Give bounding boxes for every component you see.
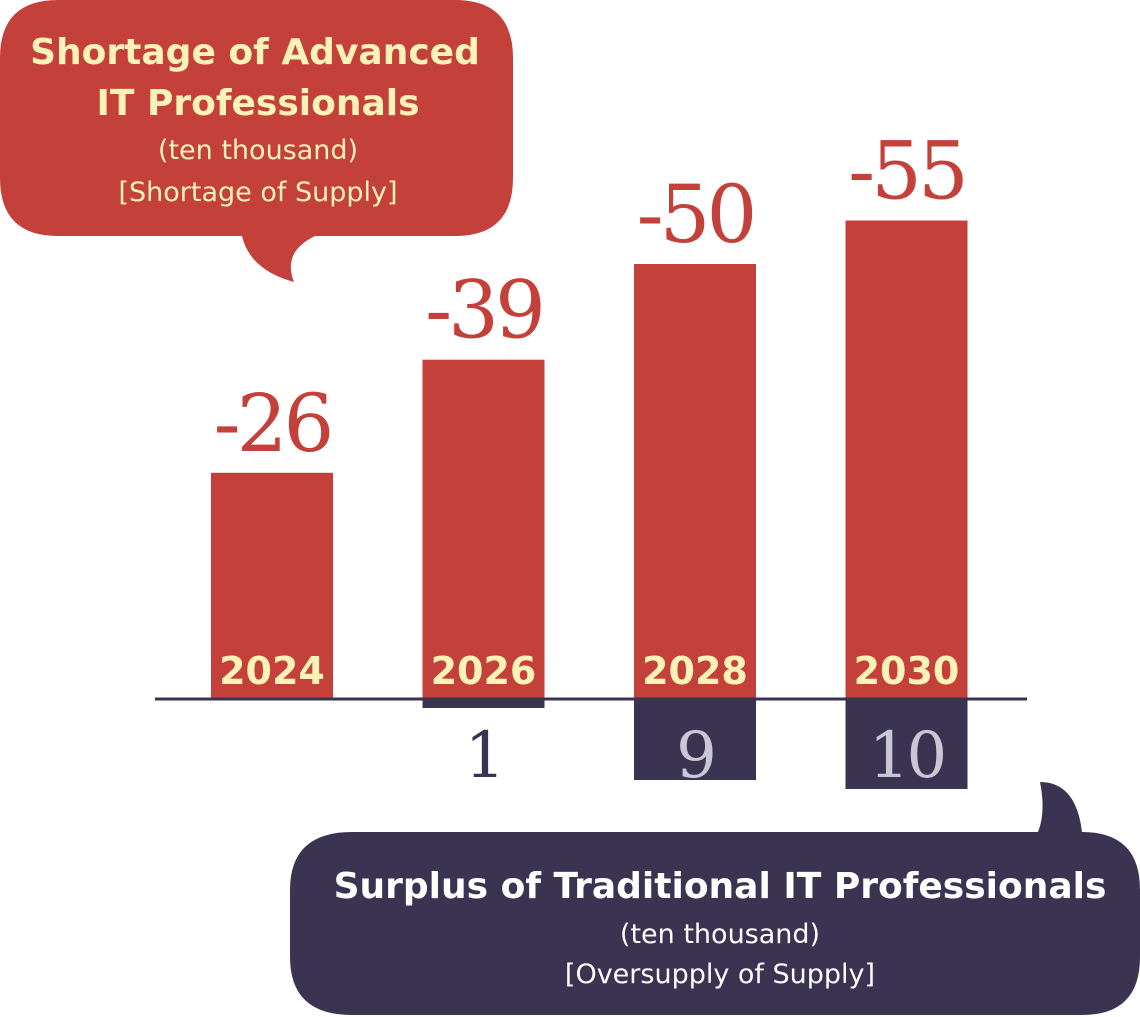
shortage-unit: (ten thousand) (158, 135, 358, 166)
surplus-callout: Surplus of Traditional IT Professionals … (290, 782, 1140, 1015)
surplus-callout-bubble (290, 782, 1140, 1015)
shortage-value-label-2026: -39 (425, 264, 542, 357)
shortage-bar-2026 (422, 359, 545, 699)
surplus-value-label-2028: 9 (676, 719, 714, 793)
shortage-bar-2028 (634, 264, 756, 699)
surplus-value-label-2026: 1 (465, 719, 503, 793)
year-label-2030: 2030 (854, 649, 960, 693)
shortage-note: [Shortage of Supply] (118, 177, 397, 208)
shortage-value-label-2024: -26 (214, 377, 331, 470)
shortage-callout: Shortage of Advanced IT Professionals (t… (0, 0, 513, 282)
shortage-bar-2024 (211, 472, 333, 699)
surplus-bar-2028 (634, 699, 756, 780)
shortage-callout-bubble (0, 0, 513, 282)
surplus-unit: (ten thousand) (620, 919, 820, 950)
shortage-value-label-2028: -50 (637, 168, 754, 261)
shortage-value-label-2030: -55 (848, 125, 965, 218)
shortage-bar-2030 (845, 220, 968, 699)
bars: -26 2024 -39 2026 1 -50 2028 9 -55 2030 10 (211, 125, 969, 793)
surplus-note: [Oversupply of Supply] (565, 959, 875, 990)
surplus-value-label-2030: 10 (869, 719, 944, 793)
year-label-2026: 2026 (431, 649, 537, 693)
surplus-title: Surplus of Traditional IT Professionals (334, 866, 1107, 907)
surplus-bar-2026 (422, 699, 545, 708)
shortage-title-line2: IT Professionals (96, 83, 419, 124)
year-label-2028: 2028 (642, 649, 748, 693)
shortage-title-line1: Shortage of Advanced (30, 32, 480, 73)
year-label-2024: 2024 (219, 649, 325, 693)
surplus-bar-2030 (845, 699, 968, 789)
